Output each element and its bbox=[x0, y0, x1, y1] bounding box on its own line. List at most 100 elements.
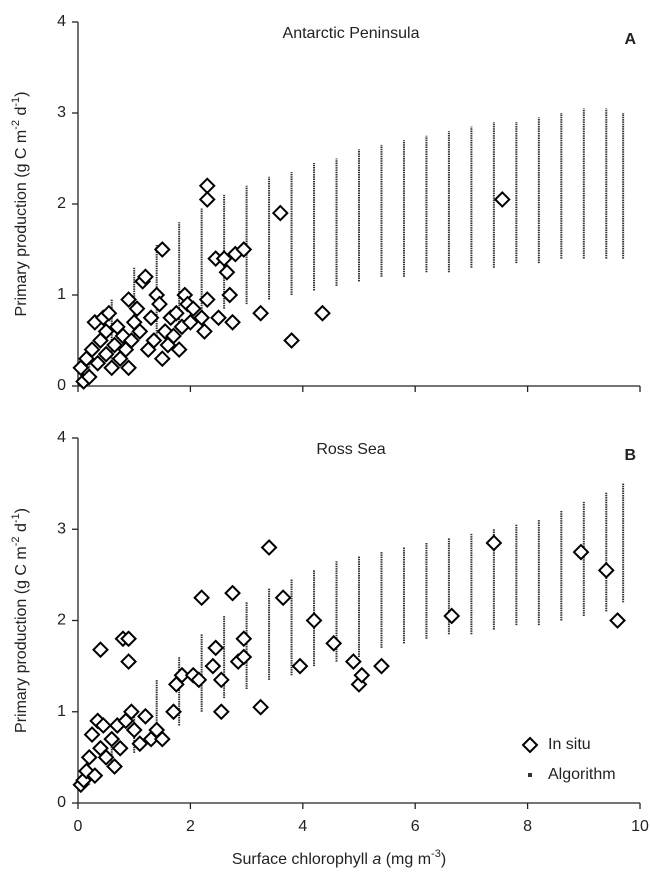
in-situ-point bbox=[92, 641, 109, 659]
legend-label: In situ bbox=[548, 736, 591, 753]
label-part: Surface chlorophyll bbox=[232, 851, 373, 868]
in-situ-point bbox=[120, 630, 137, 648]
in-situ-point bbox=[120, 291, 137, 308]
in-situ-point bbox=[97, 345, 115, 363]
in-situ-point bbox=[314, 304, 331, 322]
in-situ-point bbox=[215, 250, 233, 268]
in-situ-point bbox=[198, 177, 216, 195]
y-tick-label: 4 bbox=[57, 429, 66, 446]
in-situ-point bbox=[120, 359, 137, 377]
in-situ-point bbox=[274, 589, 292, 607]
in-situ-point bbox=[122, 703, 140, 721]
in-situ-point bbox=[493, 191, 511, 208]
x-tick-label: 6 bbox=[411, 818, 420, 835]
in-situ-point bbox=[353, 666, 371, 684]
y-tick-label: 3 bbox=[57, 520, 66, 537]
y-tick-label: 3 bbox=[57, 104, 66, 121]
in-situ-point bbox=[212, 671, 230, 689]
label-part: -2 bbox=[10, 120, 22, 130]
in-situ-point bbox=[235, 241, 253, 258]
in-situ-point bbox=[373, 657, 390, 675]
y-tick-label: 0 bbox=[57, 794, 66, 811]
in-situ-point bbox=[207, 639, 225, 657]
in-situ-point bbox=[196, 322, 213, 340]
in-situ-point bbox=[221, 286, 239, 304]
in-situ-point bbox=[252, 304, 270, 322]
in-situ-point bbox=[235, 648, 253, 666]
in-situ-point bbox=[283, 332, 300, 349]
in-situ-point bbox=[193, 589, 211, 607]
in-situ-point bbox=[80, 368, 98, 386]
panel-label: A bbox=[624, 31, 636, 48]
in-situ-point bbox=[198, 291, 216, 308]
in-situ-point bbox=[325, 634, 343, 652]
x-tick-label: 4 bbox=[298, 818, 307, 835]
axis-label: Primary production (g C m-2 d-1) bbox=[10, 508, 30, 733]
in-situ-point bbox=[106, 336, 123, 354]
panel-title: Antarctic Peninsula bbox=[283, 25, 420, 42]
axis-label: Surface chlorophyll a (mg m-3) bbox=[232, 848, 446, 868]
in-situ-point bbox=[111, 739, 129, 757]
in-situ-point bbox=[114, 327, 132, 345]
y-tick-label: 2 bbox=[57, 195, 66, 212]
y-tick-label: 0 bbox=[57, 377, 66, 394]
panel-label: B bbox=[624, 447, 636, 464]
y-tick-label: 1 bbox=[57, 703, 66, 720]
in-situ-point bbox=[94, 717, 112, 734]
in-situ-point bbox=[597, 561, 615, 579]
in-situ-point bbox=[83, 726, 101, 743]
label-part: ) bbox=[13, 92, 30, 97]
label-part: -3 bbox=[431, 848, 441, 860]
in-situ-point bbox=[131, 322, 149, 340]
in-situ-point bbox=[89, 354, 107, 372]
label-part: ) bbox=[13, 508, 30, 513]
in-situ-point bbox=[142, 309, 160, 327]
y-tick-label: 4 bbox=[57, 13, 66, 30]
x-tick-label: 8 bbox=[523, 818, 532, 835]
label-part: a bbox=[372, 851, 381, 868]
label-part: -1 bbox=[10, 97, 22, 107]
legend-label: Algorithm bbox=[548, 766, 616, 783]
in-situ-point bbox=[212, 703, 230, 721]
in-situ-point bbox=[224, 584, 241, 602]
in-situ-point bbox=[86, 767, 104, 785]
in-situ-point bbox=[125, 721, 143, 739]
in-situ-point bbox=[443, 607, 461, 625]
in-situ-point bbox=[106, 758, 123, 775]
in-situ-point bbox=[153, 241, 171, 258]
in-situ-point bbox=[97, 322, 115, 340]
in-situ-point bbox=[167, 304, 185, 322]
in-situ-point bbox=[137, 707, 154, 725]
panel-title: Ross Sea bbox=[316, 441, 385, 458]
in-situ-point bbox=[97, 748, 115, 766]
in-situ-point bbox=[131, 735, 149, 753]
in-situ-point bbox=[165, 327, 182, 345]
in-situ-point bbox=[252, 698, 270, 716]
y-tick-label: 2 bbox=[57, 612, 66, 629]
in-situ-point bbox=[204, 657, 222, 675]
in-situ-point bbox=[153, 730, 171, 748]
legend-marker bbox=[521, 736, 539, 754]
x-tick-label: 0 bbox=[74, 818, 83, 835]
in-situ-point bbox=[344, 653, 362, 670]
label-part: d bbox=[13, 523, 30, 536]
in-situ-point bbox=[198, 191, 216, 208]
in-situ-point bbox=[572, 543, 590, 561]
label-part: d bbox=[13, 107, 30, 120]
in-situ-point bbox=[210, 309, 227, 327]
in-situ-point bbox=[103, 730, 121, 748]
in-situ-point bbox=[224, 313, 241, 331]
in-situ-point bbox=[153, 350, 171, 368]
in-situ-point bbox=[80, 748, 98, 766]
in-situ-point bbox=[128, 300, 146, 318]
in-situ-point bbox=[170, 341, 188, 359]
in-situ-point bbox=[120, 653, 137, 670]
in-situ-point bbox=[122, 332, 140, 349]
label-part: Primary production (g C m bbox=[13, 546, 30, 733]
in-situ-point bbox=[271, 204, 289, 222]
in-situ-point bbox=[193, 309, 211, 327]
in-situ-point bbox=[235, 630, 253, 648]
legend-marker bbox=[528, 773, 532, 777]
in-situ-point bbox=[181, 313, 199, 331]
